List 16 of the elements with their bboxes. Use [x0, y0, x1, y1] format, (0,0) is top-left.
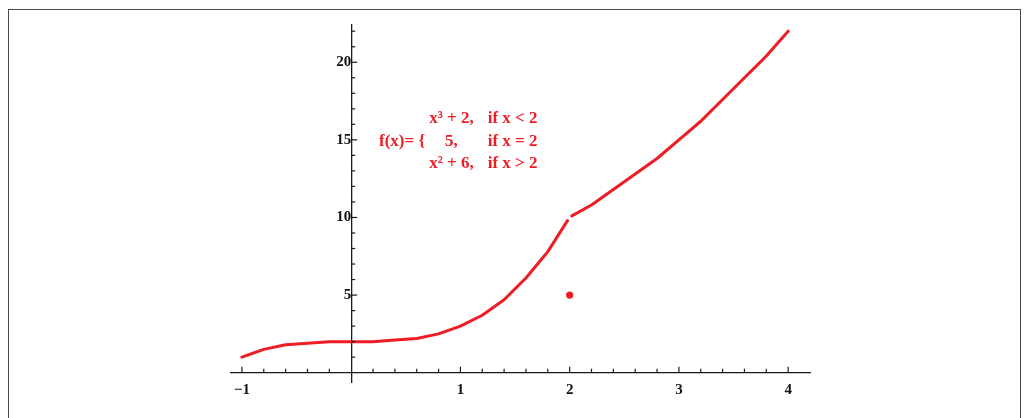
y-tick-label: 5	[343, 285, 352, 302]
x-tick-label: 2	[565, 380, 574, 397]
annotation: if x = 2	[487, 129, 538, 152]
y-tick-label: 15	[336, 130, 352, 147]
y-tick-label: 20	[336, 53, 352, 70]
annotation: x² + 6,	[428, 152, 475, 174]
annotation: x³ + 2,	[428, 107, 475, 129]
x-tick-label: −1	[233, 380, 250, 397]
x-tick-label: 4	[784, 380, 793, 397]
y-tick-label: 10	[336, 208, 352, 225]
x-tick-label: 1	[456, 380, 465, 397]
x-tick-label: 3	[675, 380, 683, 397]
annotation: if x < 2	[487, 107, 538, 129]
annotation: f(x)= {	[379, 129, 426, 152]
annotation: 5,	[444, 129, 459, 152]
annotation: if x > 2	[487, 152, 538, 174]
